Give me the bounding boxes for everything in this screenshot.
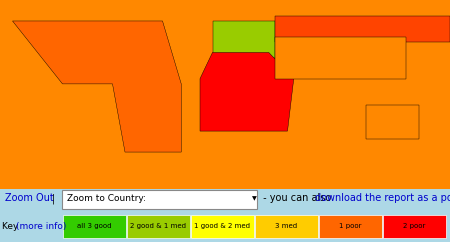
FancyBboxPatch shape	[63, 215, 126, 238]
FancyBboxPatch shape	[255, 215, 318, 238]
Polygon shape	[275, 37, 406, 79]
Polygon shape	[366, 105, 419, 139]
Text: 2 good & 1 med: 2 good & 1 med	[130, 223, 186, 229]
Text: 1 good & 2 med: 1 good & 2 med	[194, 223, 251, 229]
Text: 2 poor: 2 poor	[403, 223, 426, 229]
FancyBboxPatch shape	[127, 215, 190, 238]
FancyBboxPatch shape	[191, 215, 254, 238]
Polygon shape	[212, 21, 275, 58]
Text: |: |	[52, 193, 55, 204]
FancyBboxPatch shape	[319, 215, 382, 238]
Text: all 3 good: all 3 good	[77, 223, 112, 229]
Text: Zoom Out: Zoom Out	[5, 193, 54, 203]
Text: Key: Key	[2, 222, 21, 231]
Text: Zoom to Country:: Zoom to Country:	[67, 194, 146, 203]
Text: ▼: ▼	[252, 196, 257, 201]
Text: download the report as a pdf: download the report as a pdf	[315, 193, 450, 203]
Text: (more info): (more info)	[16, 222, 67, 231]
Polygon shape	[200, 53, 294, 131]
Polygon shape	[275, 16, 450, 42]
Text: 3 med: 3 med	[275, 223, 297, 229]
FancyBboxPatch shape	[62, 190, 257, 209]
FancyBboxPatch shape	[383, 215, 446, 238]
Polygon shape	[13, 21, 181, 152]
Text: - you can also: - you can also	[260, 193, 334, 203]
Text: 1 poor: 1 poor	[339, 223, 362, 229]
